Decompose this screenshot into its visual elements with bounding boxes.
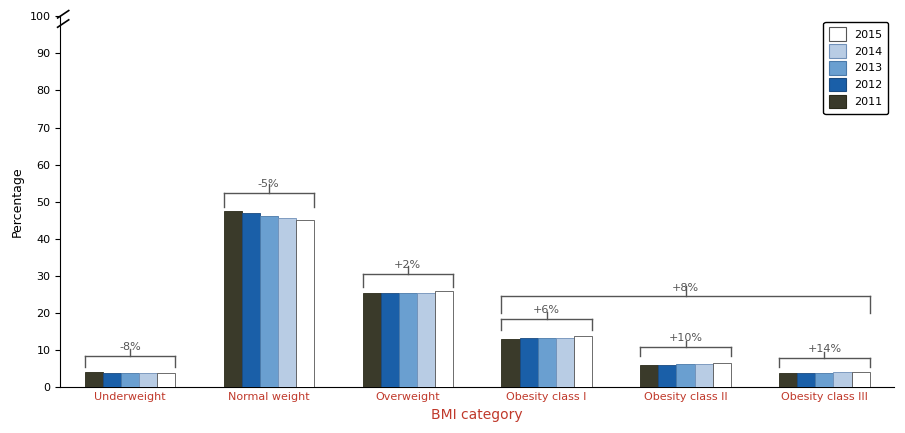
Bar bbox=[278, 218, 296, 388]
Bar bbox=[501, 339, 519, 388]
Y-axis label: Percentage: Percentage bbox=[11, 166, 24, 237]
Bar bbox=[519, 339, 538, 388]
Legend: 2015, 2014, 2013, 2012, 2011: 2015, 2014, 2013, 2012, 2011 bbox=[824, 22, 889, 114]
Bar bbox=[834, 372, 852, 388]
Bar bbox=[574, 336, 592, 388]
Bar bbox=[224, 211, 242, 388]
Text: +6%: +6% bbox=[533, 305, 560, 315]
Text: +10%: +10% bbox=[669, 333, 702, 343]
Bar bbox=[85, 372, 103, 388]
Bar bbox=[815, 373, 834, 388]
Bar bbox=[138, 373, 157, 388]
Bar bbox=[363, 293, 381, 388]
Bar bbox=[694, 364, 712, 388]
Text: -8%: -8% bbox=[119, 342, 140, 352]
Bar bbox=[852, 372, 870, 388]
Bar bbox=[556, 338, 574, 388]
Bar bbox=[381, 293, 398, 388]
Bar bbox=[659, 365, 676, 388]
Bar bbox=[260, 216, 278, 388]
Bar bbox=[434, 291, 452, 388]
Bar bbox=[121, 373, 138, 388]
Bar bbox=[797, 373, 815, 388]
Text: +14%: +14% bbox=[807, 344, 842, 354]
Bar bbox=[157, 373, 175, 388]
Bar bbox=[676, 365, 694, 388]
Bar bbox=[641, 365, 659, 388]
Bar bbox=[398, 293, 416, 388]
Text: -5%: -5% bbox=[258, 179, 280, 189]
Bar bbox=[242, 213, 260, 388]
Bar bbox=[296, 220, 314, 388]
Bar bbox=[712, 363, 730, 388]
Bar bbox=[779, 373, 797, 388]
Text: +8%: +8% bbox=[672, 283, 699, 293]
Text: +2%: +2% bbox=[394, 261, 421, 271]
Bar bbox=[103, 373, 121, 388]
X-axis label: BMI category: BMI category bbox=[432, 408, 523, 422]
Bar bbox=[416, 293, 434, 388]
Bar bbox=[538, 338, 556, 388]
